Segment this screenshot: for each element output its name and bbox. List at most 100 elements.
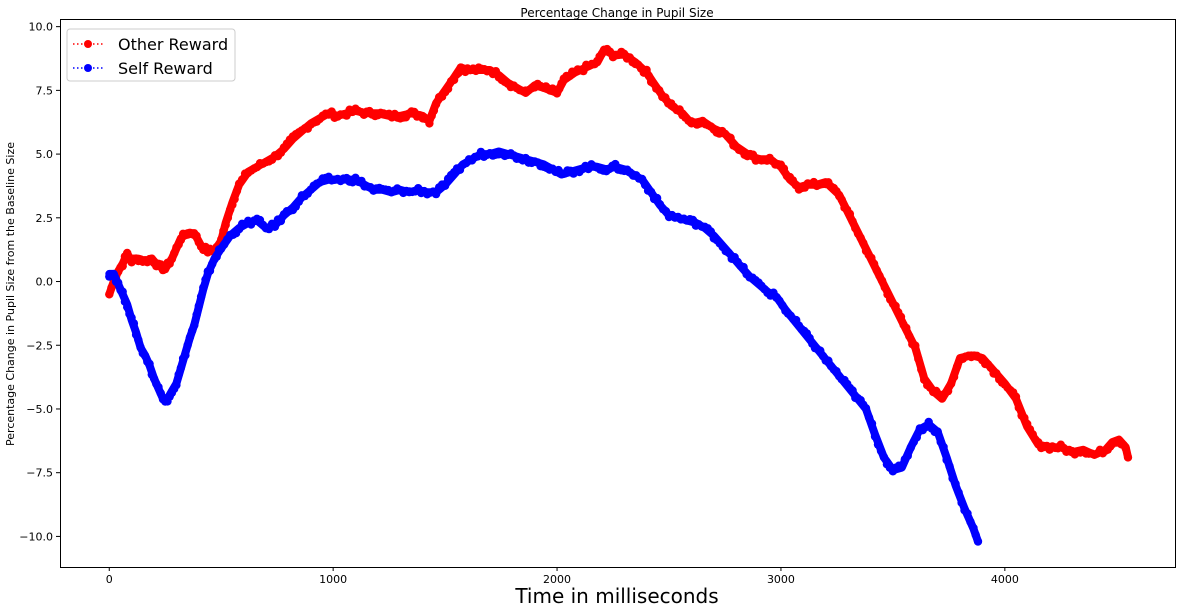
data-point <box>973 537 983 546</box>
data-point <box>933 427 942 436</box>
data-point <box>123 302 132 312</box>
data-point <box>1014 403 1023 412</box>
data-point <box>924 417 933 427</box>
data-point <box>646 187 656 197</box>
data-point <box>232 186 242 196</box>
data-point <box>706 227 715 236</box>
data-point <box>221 220 230 230</box>
chart-title: Percentage Change in Pupil Size <box>520 6 713 20</box>
y-tick-label: 7.5 <box>36 84 54 97</box>
data-point <box>579 66 588 76</box>
data-point <box>971 530 980 540</box>
data-point <box>109 269 118 279</box>
data-point <box>176 363 186 372</box>
data-point <box>294 197 303 206</box>
data-point <box>945 462 954 471</box>
data-point <box>867 419 877 428</box>
series-layer <box>105 44 1133 546</box>
data-point <box>114 278 123 287</box>
data-point <box>443 84 453 94</box>
data-point <box>425 119 434 128</box>
data-point <box>952 362 962 371</box>
data-point <box>201 275 210 284</box>
data-point <box>192 231 201 240</box>
legend-box <box>66 28 236 82</box>
data-point <box>223 213 233 222</box>
legend-item: Other Reward <box>73 35 228 54</box>
data-point <box>861 404 871 413</box>
y-axis: −10.0 −7.5 −5.0 −2.5 0.0 2.5 5.0 7.5 10.0 <box>19 21 60 543</box>
data-point <box>877 276 887 285</box>
data-point <box>185 333 195 342</box>
series-self-reward <box>105 147 983 546</box>
data-point <box>891 301 900 311</box>
data-point <box>181 351 190 360</box>
y-axis-title: Percentage Change in Pupil Size from the… <box>4 142 17 446</box>
data-point <box>963 509 972 518</box>
data-point <box>939 442 948 452</box>
data-point <box>134 335 143 345</box>
x-axis: 0 1000 2000 3000 4000 <box>106 567 1019 586</box>
data-point <box>917 365 926 374</box>
data-point <box>943 386 953 396</box>
legend-label: Other Reward <box>118 35 228 54</box>
data-point <box>954 488 963 497</box>
data-point <box>726 133 735 142</box>
data-point <box>845 209 855 219</box>
plot-frame <box>60 19 1176 568</box>
data-point <box>897 461 906 471</box>
data-point <box>431 189 441 199</box>
y-tick-label: 10.0 <box>29 21 54 34</box>
data-point <box>199 283 208 292</box>
data-point <box>859 238 868 248</box>
data-point <box>230 194 239 204</box>
data-point <box>912 433 921 442</box>
data-point <box>896 312 906 321</box>
data-point <box>879 452 889 462</box>
data-point <box>1011 392 1021 401</box>
data-point <box>911 341 920 350</box>
data-point <box>205 266 215 275</box>
data-point <box>903 451 912 460</box>
data-point <box>914 354 923 364</box>
data-point <box>276 216 286 226</box>
data-point <box>779 164 789 173</box>
data-point <box>946 379 956 388</box>
data-point <box>848 217 857 226</box>
y-tick-label: 0.0 <box>36 276 54 289</box>
legend-marker <box>84 64 92 72</box>
data-point <box>949 372 959 382</box>
plot-area-background <box>60 19 1175 567</box>
data-point <box>194 301 203 311</box>
data-point <box>957 498 966 507</box>
y-tick-label: 5.0 <box>36 148 54 161</box>
data-point <box>837 195 846 204</box>
data-point <box>1123 453 1133 462</box>
data-point <box>212 252 221 261</box>
data-point <box>873 440 883 449</box>
data-point <box>739 262 748 272</box>
data-point <box>145 359 154 368</box>
data-point <box>190 321 199 330</box>
data-point <box>270 222 280 231</box>
x-tick-label: 3000 <box>767 573 795 586</box>
y-tick-label: 2.5 <box>36 212 54 225</box>
data-point <box>431 100 441 109</box>
x-axis-title: Time in milliseconds <box>514 584 718 608</box>
data-point <box>655 86 664 95</box>
x-tick-label: 2000 <box>543 573 571 586</box>
legend: Other Reward Self Reward <box>66 28 236 82</box>
legend-label: Self Reward <box>118 59 213 78</box>
data-point <box>429 106 439 115</box>
data-point <box>129 319 139 328</box>
data-point <box>870 432 880 441</box>
legend-marker <box>84 40 92 48</box>
x-tick-label: 0 <box>106 573 113 586</box>
data-point <box>183 341 192 350</box>
y-tick-label: −7.5 <box>26 467 53 480</box>
data-point <box>1121 444 1130 453</box>
data-point <box>440 181 450 190</box>
data-point <box>951 479 960 489</box>
data-point <box>118 261 127 271</box>
